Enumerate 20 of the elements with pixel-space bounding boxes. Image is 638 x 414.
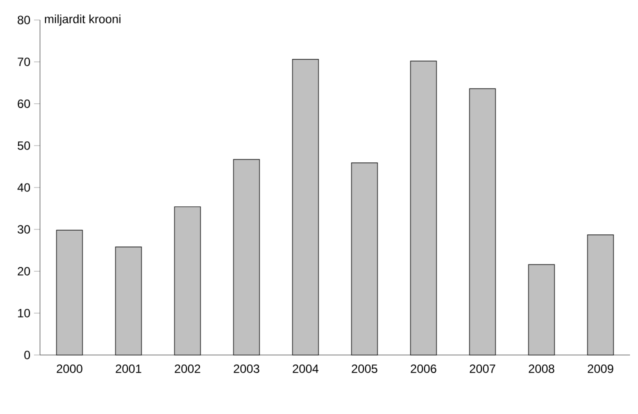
x-tick-label: 2000: [56, 364, 82, 373]
x-tick-label: 2003: [234, 364, 260, 373]
y-tick-label: 30: [18, 225, 30, 234]
y-tick-label: 20: [18, 267, 30, 276]
y-tick-label: 80: [18, 16, 30, 24]
x-tick-label: 2004: [292, 364, 318, 373]
y-tick-label: 40: [17, 183, 30, 192]
x-tick-label: 2006: [410, 364, 436, 373]
x-tick-label: 2005: [352, 364, 378, 373]
y-tick-label: 50: [18, 141, 30, 150]
y-tick-label: 60: [18, 100, 30, 108]
x-tick-label: 2001: [116, 364, 142, 373]
y-tick-label: 10: [18, 308, 30, 318]
x-tick-label: 2008: [528, 364, 554, 373]
y-axis-title: miljardit krooni: [44, 14, 120, 26]
x-tick-label: 2009: [588, 364, 614, 373]
y-tick-label: 70: [18, 58, 30, 66]
x-tick-label: 2007: [470, 364, 496, 373]
x-tick-label: 2002: [174, 364, 200, 373]
y-tick-label: 0: [24, 350, 30, 360]
